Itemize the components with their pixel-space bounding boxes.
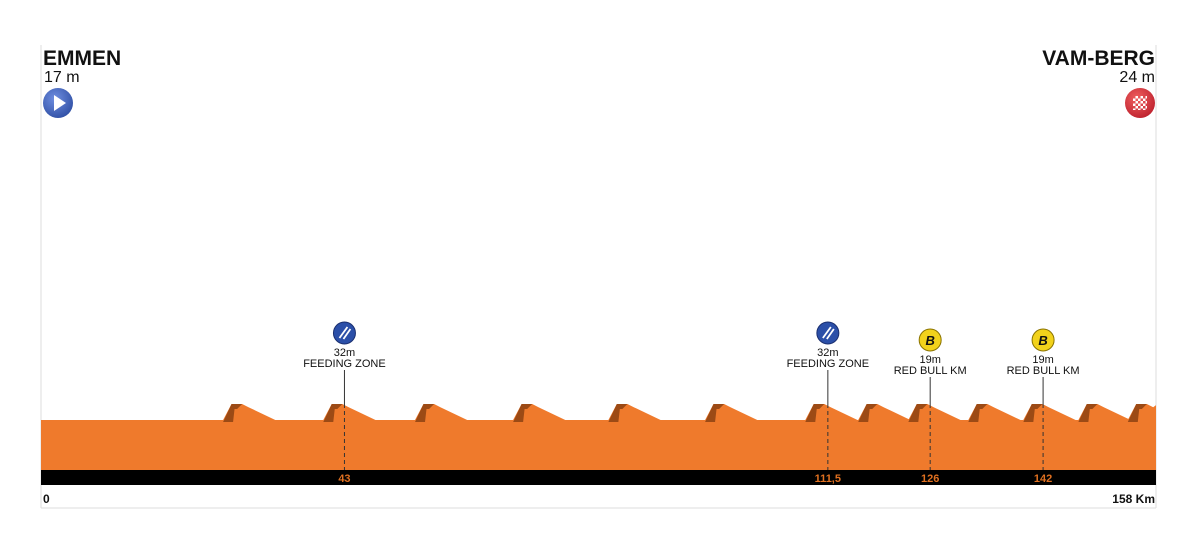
marker-elevation: 32m bbox=[334, 347, 355, 359]
finish-flag-icon bbox=[1125, 88, 1155, 118]
finish-city: VAM-BERG bbox=[1042, 47, 1155, 70]
marker-km-label: 142 bbox=[1034, 473, 1052, 485]
start-city: EMMEN bbox=[43, 47, 122, 70]
marker-label: FEEDING ZONE bbox=[787, 358, 870, 370]
marker-label: RED BULL KM bbox=[1007, 365, 1080, 377]
finish-elevation: 24 m bbox=[1119, 69, 1155, 86]
hill-face bbox=[1127, 404, 1147, 422]
hill-face bbox=[908, 404, 928, 422]
marker-label: FEEDING ZONE bbox=[303, 358, 386, 370]
hill-face bbox=[513, 404, 533, 422]
hill-face bbox=[415, 404, 435, 422]
marker-label: RED BULL KM bbox=[894, 365, 967, 377]
feeding-zone-icon bbox=[816, 321, 840, 345]
bonus-b-letter: B bbox=[925, 333, 934, 348]
hill-face bbox=[1078, 404, 1098, 422]
hill-face bbox=[323, 404, 343, 422]
hill-face bbox=[805, 404, 825, 422]
marker-elevation: 19m bbox=[919, 354, 940, 366]
marker-elevation: 32m bbox=[817, 347, 838, 359]
hill-face bbox=[858, 404, 878, 422]
feeding-zone-icon bbox=[332, 321, 356, 345]
bonus-b-icon bbox=[918, 328, 942, 352]
marker-km-label: 126 bbox=[921, 473, 939, 485]
feeding-stripes bbox=[822, 326, 835, 340]
hill-face bbox=[968, 404, 988, 422]
feeding-stripes bbox=[338, 326, 352, 340]
x-start-label: 0 bbox=[43, 492, 50, 506]
distance-axis-bar bbox=[41, 470, 1156, 485]
bonus-b-icon bbox=[1031, 328, 1055, 352]
start-elevation: 17 m bbox=[44, 69, 80, 86]
terrain-area bbox=[41, 404, 1156, 470]
start-play-icon bbox=[43, 88, 73, 118]
bonus-b-letter: B bbox=[1038, 333, 1047, 348]
hill-face bbox=[705, 404, 725, 422]
x-end-label: 158 Km bbox=[1112, 492, 1155, 506]
marker-elevation: 19m bbox=[1032, 354, 1053, 366]
marker-km-label: 43 bbox=[338, 473, 350, 485]
marker-km-label: 111,5 bbox=[815, 473, 841, 485]
hill-face bbox=[1023, 404, 1043, 422]
hill-face bbox=[608, 404, 628, 422]
hill-face bbox=[223, 404, 243, 422]
